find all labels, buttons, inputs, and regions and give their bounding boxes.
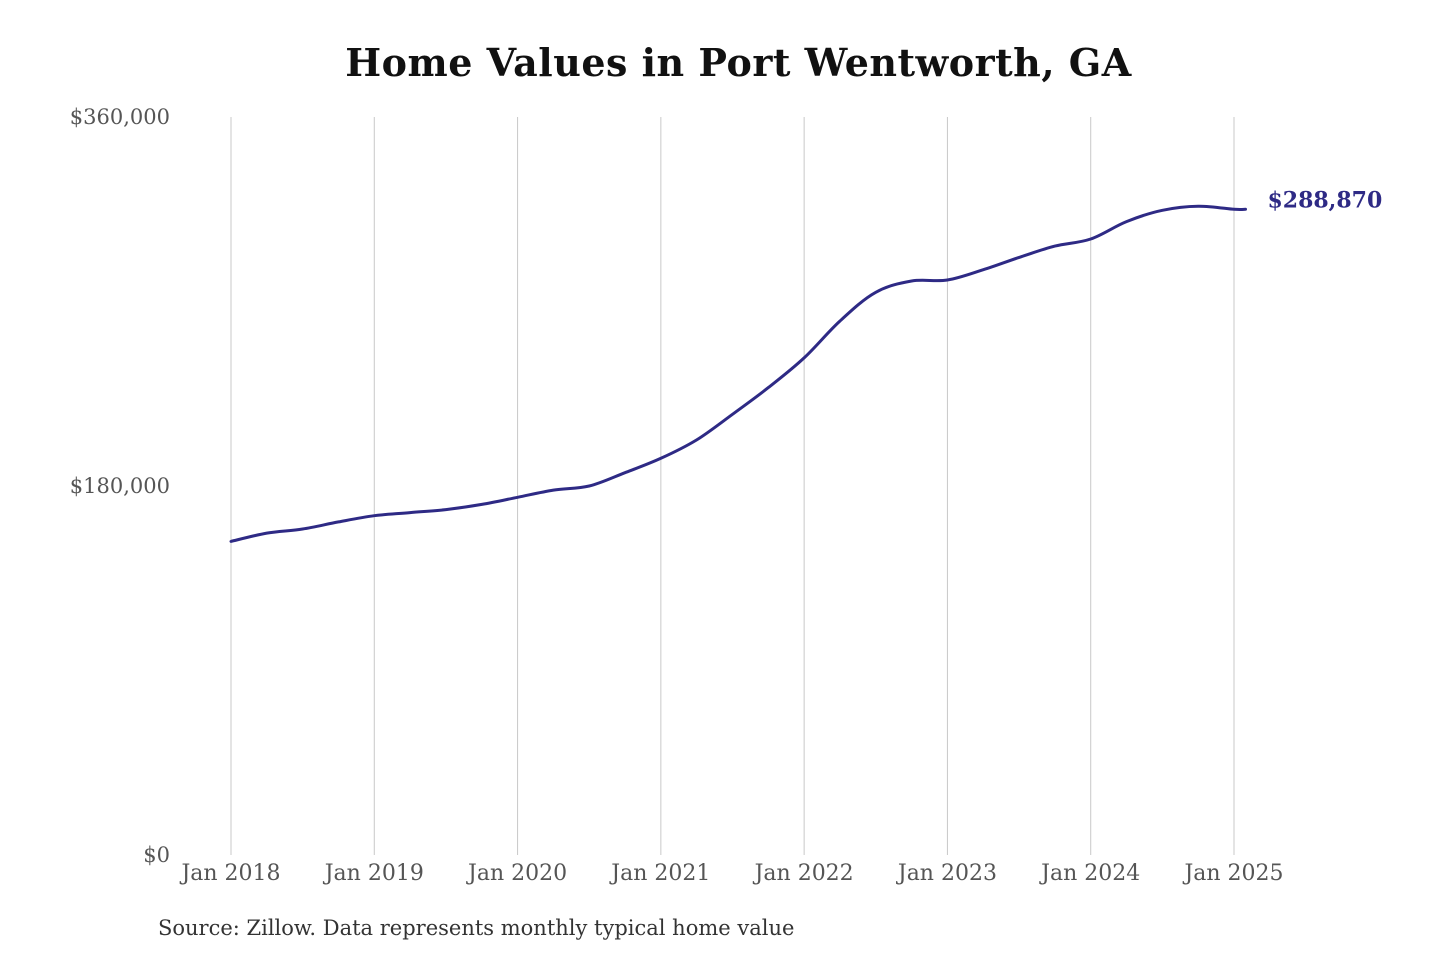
x-tick-label: Jan 2022: [753, 861, 854, 886]
y-tick-label: $0: [143, 843, 170, 867]
x-tick-label: Jan 2020: [466, 861, 567, 886]
x-tick-label: Jan 2024: [1039, 861, 1140, 886]
y-tick-label: $360,000: [70, 105, 170, 129]
x-tick-label: Jan 2025: [1182, 861, 1283, 886]
y-tick-label: $180,000: [70, 474, 170, 498]
x-tick-label: Jan 2019: [323, 861, 424, 886]
vertical-gridlines: [230, 117, 1235, 855]
series-layer: [229, 204, 1247, 543]
chart-title: Home Values in Port Wentworth, GA: [345, 40, 1132, 85]
series-line: [229, 204, 1247, 543]
x-tick-label: Jan 2023: [896, 861, 997, 886]
x-axis-ticks: Jan 2018 Jan 2019 Jan 2020 Jan 2021 Jan 2022…: [179, 861, 1283, 886]
end-label-layer: $288,870: [1267, 187, 1382, 213]
x-tick-label: Jan 2021: [609, 861, 710, 886]
source-note: Source: Zillow. Data represents monthly …: [158, 916, 795, 940]
end-value-label: $288,870: [1267, 187, 1382, 213]
x-tick-label: Jan 2018: [179, 861, 280, 886]
y-axis-ticks: $360,000 $180,000 $0: [70, 105, 170, 867]
